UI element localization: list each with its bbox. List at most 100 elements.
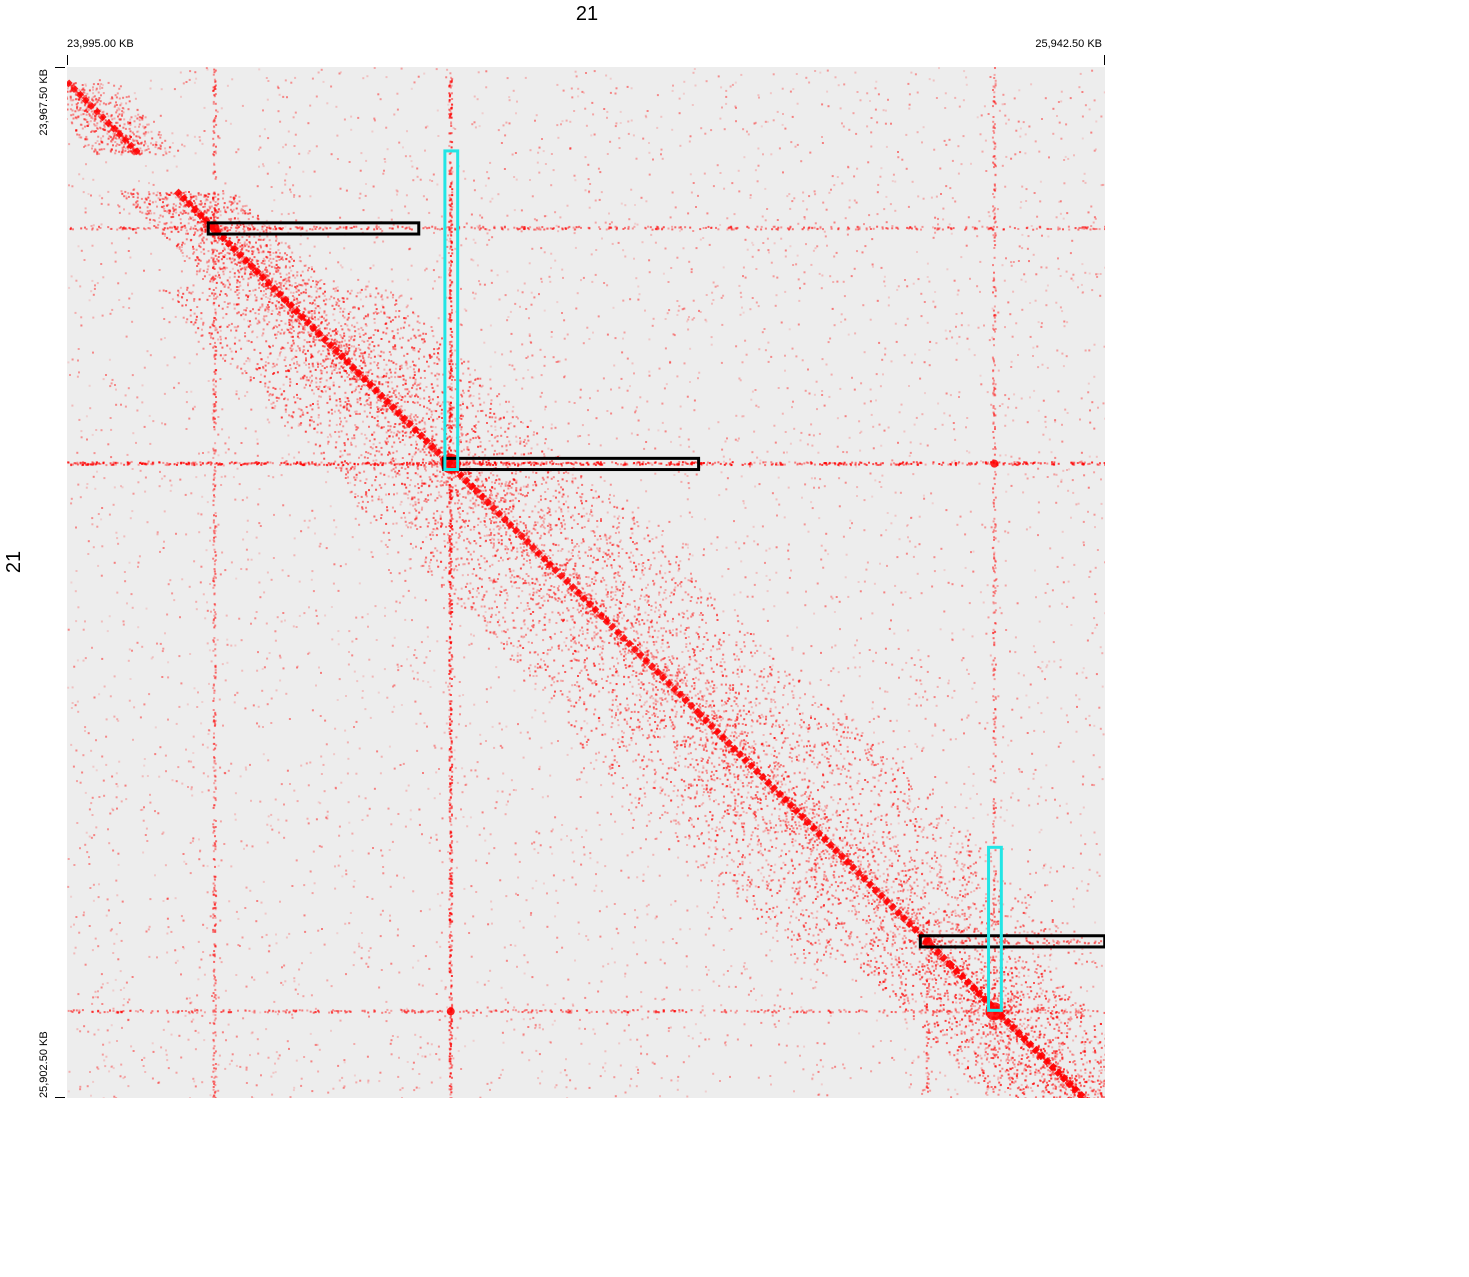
contact-speckle	[1094, 217, 1097, 220]
contact-speckle	[291, 345, 293, 348]
contact-speckle	[320, 845, 323, 848]
contact-speckle	[410, 264, 413, 267]
contact-speckle	[484, 611, 487, 613]
contact-speckle	[635, 806, 638, 809]
contact-speckle	[992, 958, 995, 961]
contact-speckle	[686, 498, 689, 501]
contact-speckle	[315, 145, 318, 148]
contact-speckle	[678, 305, 681, 308]
contact-speckle	[970, 891, 973, 894]
contact-speckle	[277, 330, 280, 333]
contact-speckle	[634, 204, 636, 206]
contact-speckle	[788, 576, 791, 579]
contact-speckle	[986, 391, 989, 394]
contact-speckle	[293, 537, 296, 540]
contact-speckle	[397, 669, 400, 672]
contact-speckle	[1027, 235, 1030, 238]
contact-speckle	[845, 451, 848, 454]
contact-speckle	[521, 343, 524, 346]
contact-speckle	[908, 808, 911, 811]
contact-speckle	[570, 552, 573, 555]
contact-speckle	[523, 679, 526, 682]
contact-speckle	[781, 123, 784, 126]
contact-speckle	[664, 318, 667, 320]
contact-speckle	[640, 479, 643, 482]
contact-speckle	[150, 252, 153, 255]
contact-speckle	[985, 938, 987, 941]
contact-speckle	[907, 82, 910, 85]
contact-speckle	[78, 88, 81, 91]
contact-speckle	[1038, 451, 1041, 454]
contact-speckle	[904, 279, 906, 281]
contact-speckle	[220, 961, 223, 964]
contact-speckle	[660, 646, 663, 649]
contact-speckle	[564, 358, 567, 361]
contact-speckle	[757, 305, 760, 308]
contact-speckle	[964, 566, 967, 569]
contact-speckle	[987, 211, 990, 214]
contact-speckle	[293, 194, 296, 197]
contact-speckle	[636, 876, 639, 879]
contact-speckle	[746, 1009, 749, 1012]
contact-speckle	[266, 823, 269, 826]
contact-speckle	[540, 247, 543, 250]
contact-speckle	[640, 1052, 643, 1055]
contact-speckle	[1088, 108, 1091, 111]
contact-speckle	[481, 451, 484, 454]
contact-speckle	[182, 946, 185, 948]
contact-speckle	[244, 766, 247, 769]
contact-speckle	[161, 477, 164, 480]
contact-speckle	[647, 758, 650, 761]
contact-speckle	[844, 415, 847, 418]
contact-speckle	[202, 347, 205, 350]
contact-speckle	[600, 890, 603, 893]
contact-speckle	[560, 123, 562, 126]
contact-speckle	[368, 956, 371, 959]
contact-speckle	[321, 365, 324, 367]
contact-speckle	[599, 444, 602, 447]
contact-speckle	[660, 549, 663, 552]
contact-speckle	[514, 842, 517, 845]
contact-speckle	[828, 191, 831, 194]
contact-speckle	[809, 682, 812, 685]
contact-speckle	[437, 135, 440, 137]
contact-speckle	[972, 772, 975, 775]
contact-speckle	[790, 141, 793, 144]
contact-speckle	[573, 174, 576, 177]
contact-speckle	[175, 780, 178, 783]
contact-speckle	[1080, 283, 1083, 286]
contact-speckle	[326, 810, 329, 813]
contact-speckle	[1008, 520, 1011, 523]
contact-speckle	[679, 230, 681, 233]
contact-speckle	[1027, 787, 1030, 790]
contact-speckle	[951, 638, 954, 641]
contact-speckle	[369, 404, 372, 406]
contact-speckle	[869, 318, 872, 321]
contact-speckle	[1010, 366, 1013, 368]
contact-speckle	[763, 668, 766, 670]
contact-speckle	[327, 1091, 330, 1094]
contact-speckle	[638, 293, 641, 296]
contact-speckle	[198, 858, 201, 861]
contact-speckle	[427, 521, 430, 524]
contact-speckle	[531, 976, 534, 979]
contact-speckle	[197, 940, 200, 943]
contact-speckle	[1081, 115, 1084, 118]
contact-speckle	[679, 928, 682, 931]
contact-speckle	[825, 974, 828, 977]
contact-speckle	[235, 151, 238, 154]
contact-speckle	[396, 663, 399, 666]
contact-speckle	[389, 1042, 392, 1045]
contact-speckle	[1056, 816, 1059, 819]
contact-speckle	[766, 120, 769, 123]
contact-speckle	[192, 752, 195, 754]
contact-speckle	[921, 748, 924, 751]
contact-speckle	[1060, 707, 1063, 710]
contact-speckle	[149, 79, 152, 82]
contact-speckle	[646, 1034, 649, 1037]
contact-speckle	[970, 551, 972, 554]
contact-speckle	[615, 927, 618, 930]
contact-speckle	[924, 690, 927, 693]
contact-speckle	[511, 364, 514, 367]
contact-speckle	[130, 1045, 133, 1048]
